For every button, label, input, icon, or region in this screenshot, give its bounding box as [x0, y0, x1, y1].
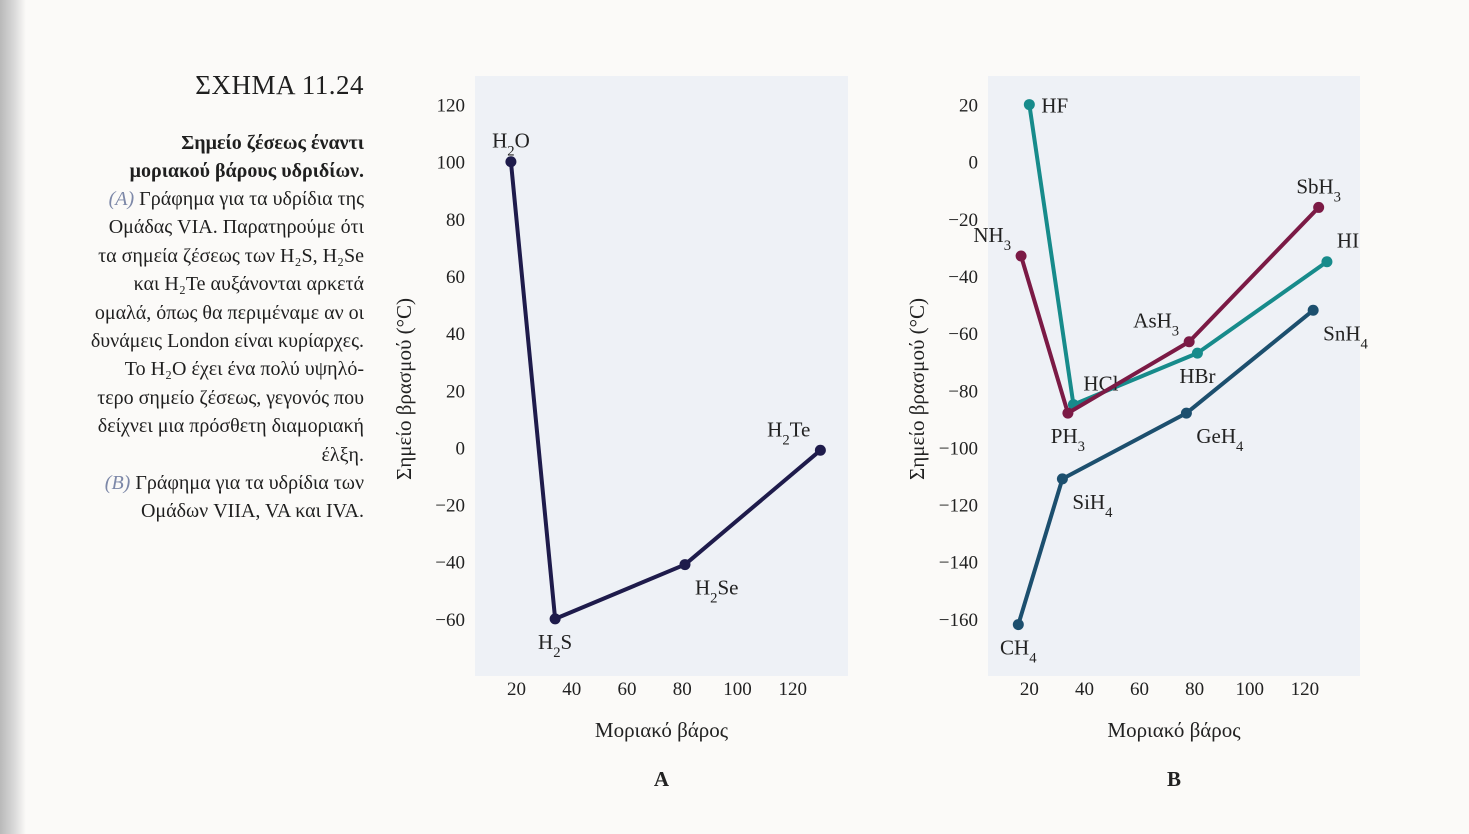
- point-label: HF: [1041, 94, 1068, 118]
- subtitle-line-1: Σημείο ζέσεως έναντι: [181, 132, 364, 154]
- y-tick-label: −140: [939, 553, 978, 574]
- caption-paragraph-a: (A) Γράφημα για τα υδρίδια της Ομάδας VI…: [10, 185, 364, 469]
- data-point: [679, 559, 691, 571]
- subtitle-line-2: μοριακού βάρους υδριδίων.: [129, 160, 364, 182]
- y-tick-label: −60: [948, 324, 978, 345]
- x-tick-label: 80: [673, 679, 692, 700]
- y-tick-label: −20: [435, 496, 465, 517]
- point-label: CH4: [1000, 636, 1037, 667]
- y-tick-label: −40: [948, 267, 978, 288]
- caption-a-text: Γράφημα για τα υδρίδια της: [139, 188, 364, 210]
- page-binding-shadow: [0, 0, 26, 834]
- point-label: GeH4: [1196, 424, 1244, 455]
- data-point: [814, 444, 826, 456]
- x-tick-label: 20: [1020, 679, 1039, 700]
- y-tick-label: 80: [446, 210, 465, 231]
- y-tick-label: 40: [446, 324, 465, 345]
- y-tick-label: 120: [437, 96, 466, 117]
- panel-label-A: A: [654, 767, 670, 791]
- caption-b-text: Γράφημα για τα υδρίδια των: [135, 472, 364, 495]
- caption-a-line: και H₂Te αυξάνονται αρκετά: [133, 273, 364, 296]
- data-point: [505, 156, 517, 168]
- data-point: [549, 613, 561, 625]
- point-label: HBr: [1179, 364, 1215, 388]
- panel-label-B: B: [1167, 767, 1181, 791]
- y-tick-label: 0: [456, 438, 466, 459]
- caption-a-line: (A) Γράφημα για τα υδρίδια της: [10, 185, 364, 213]
- data-point: [1062, 407, 1074, 419]
- y-tick-label: −60: [435, 610, 465, 631]
- y-axis-label: Σημείο βρασμού (°C): [905, 298, 929, 480]
- y-tick-label: 20: [959, 96, 978, 117]
- point-label: H2Te: [767, 417, 810, 448]
- panel-a-tag: (A): [108, 188, 135, 210]
- x-tick-label: 20: [507, 679, 526, 700]
- point-label: HI: [1337, 229, 1359, 253]
- caption-a-line: δυνάμεις London είναι κυρίαρχες.: [90, 330, 364, 353]
- point-label: H2O: [492, 129, 530, 160]
- data-point: [1012, 619, 1024, 631]
- y-axis-label: Σημείο βρασμού (°C): [392, 298, 416, 480]
- point-label: SbH3: [1296, 174, 1341, 205]
- y-tick-label: 20: [446, 381, 465, 402]
- y-tick-label: 0: [969, 153, 979, 174]
- y-tick-label: −40: [435, 553, 465, 574]
- data-point: [1321, 256, 1333, 268]
- x-tick-label: 100: [1236, 679, 1265, 700]
- point-label: SiH4: [1072, 490, 1113, 521]
- point-label: AsH3: [1133, 309, 1179, 340]
- y-tick-label: −80: [948, 381, 978, 402]
- caption-paragraph-b: (B) Γράφημα για τα υδρίδια των Ομάδων VI…: [10, 469, 364, 526]
- point-label: H2Se: [695, 576, 739, 607]
- figure-caption: ΣΧΗΜΑ 11.24 Σημείο ζέσεως έναντι μοριακο…: [10, 70, 364, 526]
- caption-a-line: ομαλά, όπως θα περιμέναμε αν οι: [94, 301, 364, 324]
- plot-area-B: [988, 76, 1360, 676]
- caption-b-line: Ομάδων VIIA, VA και IVA.: [140, 500, 364, 523]
- figure-subtitle: Σημείο ζέσεως έναντι μοριακού βάρους υδρ…: [10, 129, 364, 185]
- caption-a-line: Ομάδας VIA. Παρατηρούμε ότι: [108, 216, 364, 239]
- data-point: [1183, 336, 1195, 348]
- data-point: [1313, 201, 1325, 213]
- caption-a-line: έλξη.: [321, 443, 364, 466]
- caption-a-line: δείχνει μια πρόσθετη διαμοριακή: [97, 415, 364, 438]
- y-tick-label: −160: [939, 610, 978, 631]
- x-tick-label: 40: [562, 679, 581, 700]
- x-tick-label: 120: [778, 679, 807, 700]
- point-label: PH3: [1051, 424, 1085, 455]
- series-line: [1016, 308, 1316, 627]
- caption-a-line: τερο σημείο ζέσεως, γεγονός που: [97, 386, 364, 409]
- x-axis-label: Μοριακό βάρος: [1107, 718, 1241, 742]
- data-point: [1056, 473, 1068, 485]
- y-tick-label: −120: [939, 496, 978, 517]
- caption-b-line: (B) Γράφημα για τα υδρίδια των: [10, 469, 364, 497]
- data-point: [1015, 250, 1027, 262]
- x-tick-label: 100: [723, 679, 752, 700]
- caption-a-line: τα σημεία ζέσεως των H₂S, H₂Se: [98, 244, 364, 267]
- y-tick-label: 100: [437, 153, 466, 174]
- data-point: [1191, 347, 1203, 359]
- panel-b-tag: (B): [104, 472, 131, 495]
- series-line: [1027, 102, 1329, 407]
- x-tick-label: 60: [1130, 679, 1149, 700]
- series-line: [1019, 205, 1321, 416]
- x-tick-label: 60: [617, 679, 636, 700]
- figure-title: ΣΧΗΜΑ 11.24: [195, 70, 364, 100]
- data-point: [1307, 304, 1319, 316]
- data-point: [1023, 99, 1035, 111]
- y-tick-label: 60: [446, 267, 465, 288]
- x-tick-label: 120: [1291, 679, 1320, 700]
- point-label: H2S: [538, 630, 572, 661]
- y-tick-label: −20: [948, 210, 978, 231]
- x-tick-label: 40: [1075, 679, 1094, 700]
- x-axis-label: Μοριακό βάρος: [595, 718, 729, 742]
- y-tick-label: −100: [939, 438, 978, 459]
- point-label: SnH4: [1323, 321, 1368, 352]
- x-tick-label: 80: [1185, 679, 1204, 700]
- caption-a-line: Το H₂O έχει ένα πολύ υψηλό-: [124, 358, 364, 381]
- point-label: NH3: [973, 223, 1011, 254]
- data-point: [1180, 407, 1192, 419]
- series-line: [508, 159, 823, 621]
